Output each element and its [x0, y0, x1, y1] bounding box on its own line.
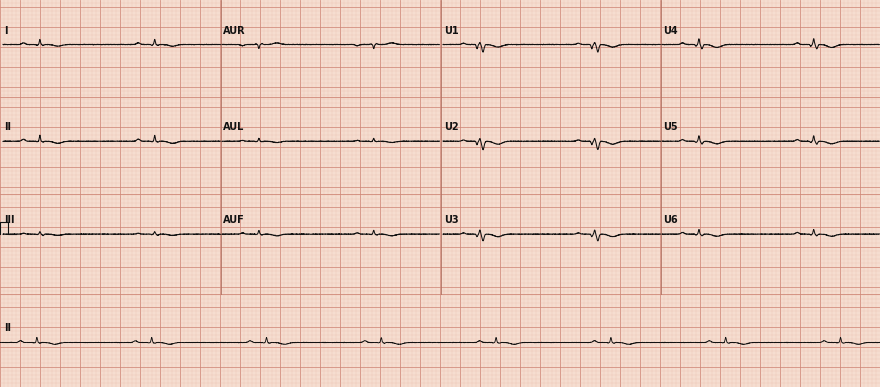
Text: I: I [4, 26, 8, 36]
Text: U2: U2 [444, 122, 458, 132]
Text: AUL: AUL [223, 122, 245, 132]
Text: II: II [4, 122, 11, 132]
Text: AUR: AUR [223, 26, 246, 36]
Text: U3: U3 [444, 215, 458, 225]
Text: AUF: AUF [223, 215, 245, 225]
Text: III: III [4, 215, 14, 225]
Text: U1: U1 [444, 26, 458, 36]
Text: U4: U4 [663, 26, 678, 36]
Text: II: II [4, 324, 11, 334]
Text: U5: U5 [663, 122, 678, 132]
Text: U6: U6 [663, 215, 678, 225]
